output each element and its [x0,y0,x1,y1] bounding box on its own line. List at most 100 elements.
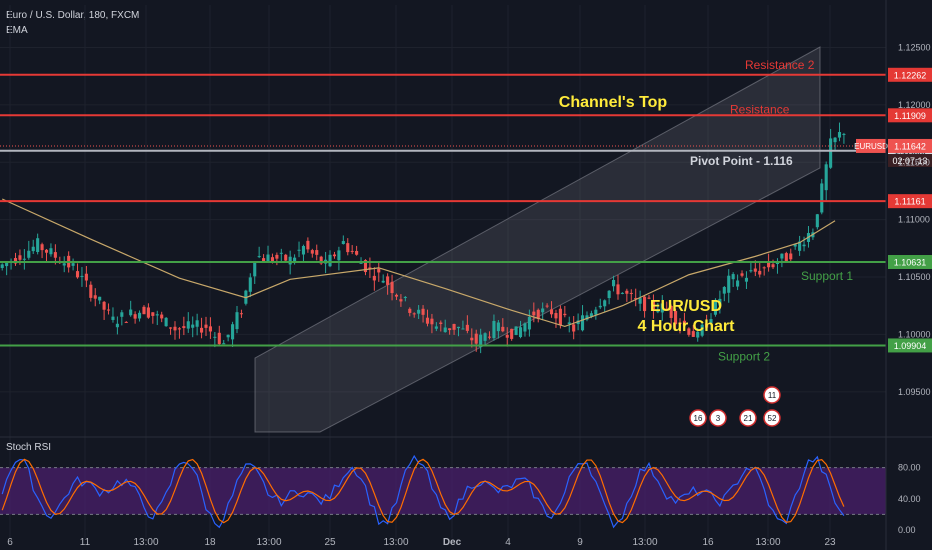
ema-indicator-label[interactable]: EMA [6,25,28,36]
event-badge-count: 21 [744,414,753,423]
candle-body [421,308,425,315]
resistance-2-label: Resistance 2 [745,58,815,72]
candle-body [496,322,500,332]
candle-body [98,296,102,301]
pair-label: EUR/USD [650,298,722,315]
countdown-tag [888,153,932,167]
candle-body [514,326,518,335]
candle-body [691,331,695,337]
candle-body [394,294,399,297]
candle-body [266,254,270,263]
candle-body [439,322,443,324]
symbol-title[interactable]: Euro / U.S. Dollar, 180, FXCM [6,10,140,21]
x-tick-label: 13:00 [632,537,657,548]
x-tick-label: 6 [7,537,13,548]
candle-body [124,321,128,323]
grid-lines [0,5,886,538]
y-tick-label: 1.11000 [898,215,930,225]
candle-body [833,137,837,143]
candle-body [589,313,593,317]
event-flag-icon [709,409,727,427]
x-tick-label: 13:00 [383,537,408,548]
candle-body [651,301,655,310]
level-price-label: 1.11909 [894,111,926,121]
candle-body [315,250,319,255]
candle-body [492,320,496,339]
candle-body [275,254,279,259]
candle-body [217,332,221,345]
y-tick-label: 1.11500 [898,157,930,167]
candle-body [487,336,492,338]
candle-body [709,319,713,323]
candle-body [0,264,4,268]
candle-body [425,317,430,324]
last-price-tag [888,138,932,153]
candle-body [456,326,461,329]
ema-line [1,198,836,328]
candle-body [102,301,106,310]
candle-body [784,253,788,262]
timeframe-label: 4 Hour Chart [638,318,736,335]
candle-body [328,254,332,267]
x-tick-label: 16 [702,537,714,548]
rsi-tick-label: 80.00 [898,463,921,473]
candle-body [231,324,235,340]
x-tick-label: 25 [324,537,336,548]
candle-body [262,258,266,262]
candle-body [80,275,84,277]
candle-body [403,296,407,298]
candle-body [155,314,159,316]
candle-body [377,268,381,273]
candle-body [744,277,749,282]
candle-body [687,328,691,335]
candle-body [647,297,651,299]
candle-body [146,307,150,318]
candle-body [629,292,633,294]
candle-body [75,271,80,278]
candle-body [545,305,549,307]
candle-body [186,321,190,329]
candle-body [137,312,142,319]
candle-body [643,296,647,312]
candle-body [753,268,757,272]
candle-body [284,254,288,261]
candle-body [576,320,580,325]
candle-body [49,248,53,255]
candle-body [297,249,301,251]
candle-body [616,284,620,295]
symbol-tag [856,138,886,153]
candle-body [501,326,505,332]
x-tick-label: 11 [80,537,91,548]
stoch-rsi-panel: Stoch RSI 80.00 40.00 0.00 [0,442,921,535]
event-badge-count: 11 [768,391,777,400]
candle-body [346,243,350,253]
candle-body [518,327,523,338]
event-badge-count: 3 [716,414,721,423]
candle-body [465,324,469,331]
candle-body [71,263,75,266]
x-tick-label: Dec [443,537,462,548]
candle-body [341,241,345,245]
candle-body [705,323,709,328]
x-tick-label: 13:00 [256,537,281,548]
candle-body [129,309,133,316]
candle-body [700,324,704,336]
candle-body [111,316,115,320]
candle-body [195,320,199,327]
event-flag-icon [739,409,757,427]
candle-body [727,275,731,293]
candle-body [798,241,802,251]
candle-body [656,311,660,313]
candle-body [106,309,111,311]
candle-body [27,250,31,258]
candle-body [173,326,177,331]
candle-body [390,281,394,294]
candle-body [248,277,252,292]
candle-body [452,323,456,330]
candle-body [53,252,57,258]
candle-body [372,275,376,281]
candle-body [802,244,806,247]
